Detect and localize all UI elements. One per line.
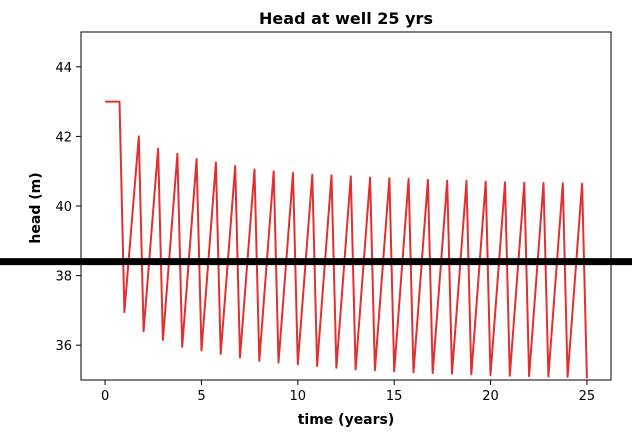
y-tick-label-44: 44 <box>55 61 72 76</box>
y-tick-label-42: 42 <box>55 130 72 145</box>
x-tick-label-15: 15 <box>386 389 403 404</box>
x-tick-label-5: 5 <box>197 389 205 404</box>
plot-area: 0 5 10 15 20 25 36 38 40 42 44 <box>0 31 632 404</box>
x-tick-label-20: 20 <box>482 389 499 404</box>
series-line-0 <box>105 100 588 379</box>
x-axis-label: time (years) <box>298 412 395 428</box>
x-tick-label-25: 25 <box>579 389 596 404</box>
y-tick-label-38: 38 <box>55 270 72 285</box>
x-tick-label-0: 0 <box>101 389 109 404</box>
y-tick-label-36: 36 <box>55 339 72 354</box>
x-tick-label-10: 10 <box>290 389 307 404</box>
chart-title: Head at well 25 yrs <box>259 9 433 28</box>
y-axis-label: head (m) <box>28 172 44 243</box>
y-tick-label-40: 40 <box>55 200 72 215</box>
